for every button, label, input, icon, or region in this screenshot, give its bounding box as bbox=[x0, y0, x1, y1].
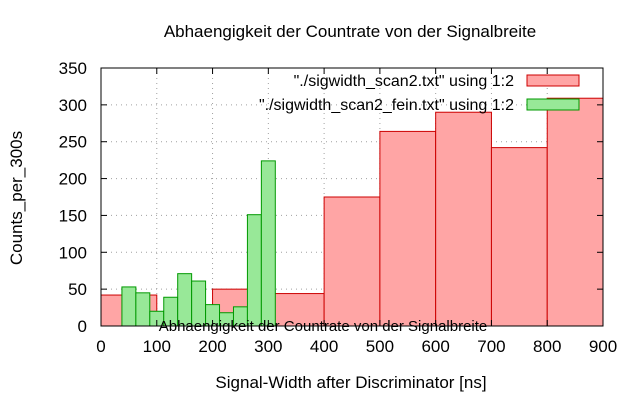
legend-swatch bbox=[526, 74, 580, 87]
x-tick-label: 100 bbox=[143, 337, 171, 356]
coarse-scan-bar bbox=[546, 97, 604, 327]
fine-scan-bar bbox=[121, 286, 137, 327]
axis-ticks: 0 100 200 300 400 500 600 700 800 900 0 50 100 150 200… bbox=[59, 59, 618, 356]
x-tick-label: 200 bbox=[198, 337, 226, 356]
chart-title: Abhaengigkeit der Countrate von der Sign… bbox=[164, 22, 536, 41]
plot-frame bbox=[100, 67, 604, 327]
x-tick-label: 400 bbox=[310, 337, 338, 356]
coarse-scan-bar bbox=[435, 111, 492, 327]
y-tick-label: 300 bbox=[59, 96, 87, 115]
legend-swatch bbox=[526, 98, 580, 111]
x-tick-label: 0 bbox=[96, 337, 105, 356]
y-tick-label: 50 bbox=[68, 280, 87, 299]
y-tick-label: 100 bbox=[59, 243, 87, 262]
y-tick-label: 250 bbox=[59, 133, 87, 152]
x-tick-label: 600 bbox=[421, 337, 449, 356]
y-tick-label: 150 bbox=[59, 206, 87, 225]
x-tick-label: 300 bbox=[254, 337, 282, 356]
y-tick-label: 0 bbox=[78, 317, 87, 336]
x-tick-label: 800 bbox=[533, 337, 561, 356]
x-axis-label: Signal-Width after Discriminator [ns] bbox=[215, 373, 486, 392]
histogram-bars bbox=[100, 97, 604, 327]
y-tick-label: 350 bbox=[59, 59, 87, 78]
legend: "./sigwidth_scan2.txt" using 1:2 "./sigwi… bbox=[259, 73, 580, 114]
y-axis-label: Counts_per_300s bbox=[7, 131, 26, 265]
coarse-scan-bar bbox=[490, 147, 548, 327]
x-tick-label: 900 bbox=[589, 337, 617, 356]
fine-scan-bar bbox=[246, 214, 262, 327]
x-tick-label: 500 bbox=[366, 337, 394, 356]
y-tick-label: 200 bbox=[59, 170, 87, 189]
fine-scan-bar bbox=[260, 160, 276, 327]
coarse-scan-bar bbox=[379, 130, 437, 327]
legend-label: "./sigwidth_scan2_fein.txt" using 1:2 bbox=[259, 97, 514, 114]
fine-scan-bar bbox=[135, 292, 151, 327]
coarse-scan-bar bbox=[323, 196, 381, 327]
legend-label: "./sigwidth_scan2.txt" using 1:2 bbox=[294, 73, 514, 90]
x-tick-label: 700 bbox=[477, 337, 505, 356]
